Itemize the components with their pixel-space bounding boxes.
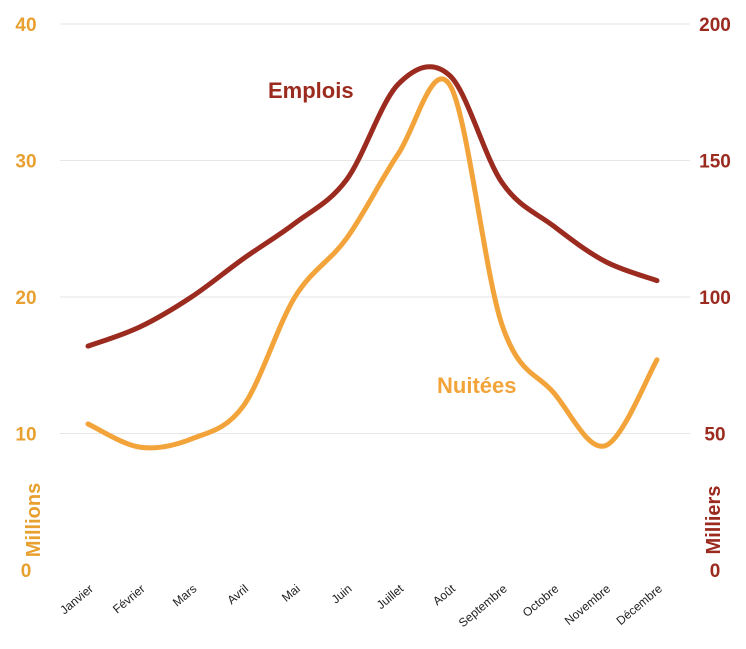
x-tick-label: Décembre: [614, 581, 666, 628]
series-label-nuitees: Nuitées: [437, 373, 516, 398]
right-tick-label: 200: [699, 15, 731, 36]
x-tick-label: Octobre: [520, 581, 562, 619]
right-axis-ticks: 0 50 100 150 200: [699, 15, 731, 582]
series-lines: [85, 64, 660, 451]
x-axis-month-labels: Janvier Février Mars Avril Mai Juin Juillet Aoû…: [57, 581, 665, 630]
series-label-emplois: Emplois: [268, 78, 354, 103]
gridlines: [60, 23, 690, 434]
left-tick-label: 20: [15, 288, 36, 309]
series-line-emplois: [85, 64, 660, 349]
x-tick-label: Janvier: [57, 582, 96, 618]
x-tick-label: Juin: [329, 582, 355, 607]
right-tick-label: 150: [699, 152, 731, 173]
x-tick-label: Mars: [170, 582, 199, 610]
left-axis-ticks: 0 10 20 30 40: [15, 15, 36, 582]
right-axis-title: Milliers: [703, 486, 725, 555]
right-tick-label: 100: [699, 288, 731, 309]
right-tick-label: 0: [710, 561, 721, 582]
left-axis-title: Millions: [23, 483, 45, 557]
left-tick-label: 0: [21, 561, 32, 582]
left-tick-label: 30: [15, 152, 36, 173]
series-line-nuitees: [85, 76, 660, 451]
right-tick-label: 50: [704, 425, 725, 446]
x-tick-label: Juillet: [374, 581, 407, 612]
x-tick-label: Novembre: [562, 581, 614, 628]
x-tick-label: Février: [110, 582, 148, 617]
left-tick-label: 40: [15, 15, 36, 36]
x-tick-label: Mai: [279, 582, 303, 605]
x-tick-label: Avril: [224, 582, 251, 608]
x-tick-label: Août: [430, 581, 458, 608]
x-tick-label: Septembre: [456, 581, 510, 630]
left-tick-label: 10: [15, 425, 36, 446]
